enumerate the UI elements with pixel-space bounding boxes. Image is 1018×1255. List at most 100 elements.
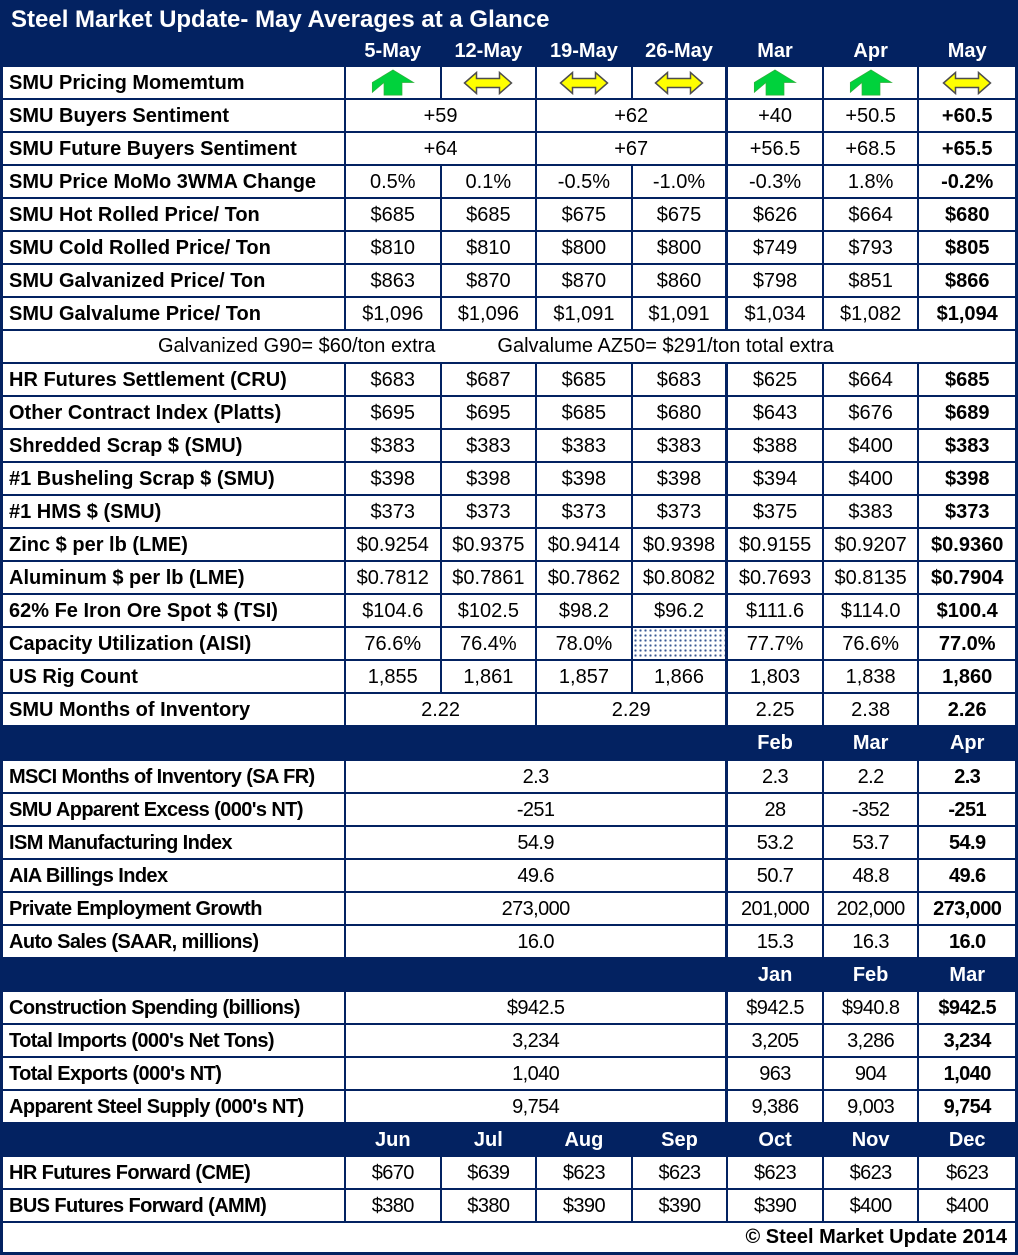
cell <box>728 67 824 98</box>
cell: $96.2 <box>633 595 729 626</box>
cell: 54.9 <box>346 827 729 858</box>
row-hot-rolled-price: SMU Hot Rolled Price/ Ton $685 $685 $675… <box>3 199 1015 232</box>
cell: 9,386 <box>728 1091 824 1122</box>
cell: $373 <box>633 496 729 527</box>
cell: 202,000 <box>824 893 920 924</box>
subheader-jun-dec: Jun Jul Aug Sep Oct Nov Dec <box>3 1124 1015 1157</box>
cell: -1.0% <box>633 166 729 197</box>
row-label: Private Employment Growth <box>3 893 346 924</box>
cell: $398 <box>633 463 729 494</box>
row-ism-manufacturing-index: ISM Manufacturing Index 54.9 53.2 53.7 5… <box>3 827 1015 860</box>
cell: $942.5 <box>938 996 996 1019</box>
cell: 1,040 <box>346 1058 729 1089</box>
cell: $398 <box>537 463 633 494</box>
cell: $380 <box>442 1190 538 1221</box>
row-label: SMU Months of Inventory <box>3 694 346 725</box>
row-label: Total Exports (000's NT) <box>3 1058 346 1089</box>
cell: 54.9 <box>948 831 986 854</box>
cell <box>346 67 442 98</box>
cell: 48.8 <box>824 860 920 891</box>
corner-cell <box>3 37 346 65</box>
cell: 0.5% <box>346 166 442 197</box>
cell: $695 <box>346 397 442 428</box>
cell: 1,861 <box>442 661 538 692</box>
cell: $675 <box>537 199 633 230</box>
cell: $380 <box>346 1190 442 1221</box>
cell: $0.8135 <box>824 562 920 593</box>
col-header-5may: 5-May <box>346 37 442 65</box>
cell: $685 <box>346 199 442 230</box>
cell: +67 <box>537 133 729 164</box>
row-label: AIA Billings Index <box>3 860 346 891</box>
cell: $942.5 <box>728 992 824 1023</box>
row-label: HR Futures Settlement (CRU) <box>3 364 346 395</box>
cell: 16.3 <box>824 926 920 957</box>
cell: +59 <box>346 100 538 131</box>
no-data-hatched-cell <box>632 628 729 659</box>
cell: 49.6 <box>948 864 986 887</box>
col-header-mar: Mar <box>728 37 824 65</box>
cell: 28 <box>728 794 824 825</box>
cell: $0.7904 <box>931 566 1004 589</box>
cell: 2.38 <box>824 694 920 725</box>
row-zinc-lme: Zinc $ per lb (LME) $0.9254 $0.9375 $0.9… <box>3 529 1015 562</box>
cell: $104.6 <box>346 595 442 626</box>
cell: $685 <box>537 364 633 395</box>
row-label: Shredded Scrap $ (SMU) <box>3 430 346 461</box>
cell: $942.5 <box>346 992 729 1023</box>
cell: 3,286 <box>824 1025 920 1056</box>
cell: 963 <box>728 1058 824 1089</box>
row-label: Other Contract Index (Platts) <box>3 397 346 428</box>
cell: $749 <box>728 232 824 263</box>
row-construction-spending: Construction Spending (billions) $942.5 … <box>3 992 1015 1025</box>
row-label: HR Futures Forward (CME) <box>3 1157 346 1188</box>
row-busheling-scrap: #1 Busheling Scrap $ (SMU) $398 $398 $39… <box>3 463 1015 496</box>
cell: $400 <box>824 430 920 461</box>
cell: $383 <box>346 430 442 461</box>
cell: $800 <box>537 232 633 263</box>
cell: 77.7% <box>728 628 824 659</box>
left-right-arrow-icon <box>455 70 521 96</box>
cell: -251 <box>346 794 729 825</box>
row-label: SMU Hot Rolled Price/ Ton <box>3 199 346 230</box>
cell: +50.5 <box>824 100 920 131</box>
cell: 201,000 <box>728 893 824 924</box>
cell: $670 <box>346 1157 442 1188</box>
cell: 2.29 <box>537 694 729 725</box>
cell: $870 <box>442 265 538 296</box>
cell: $683 <box>346 364 442 395</box>
row-aia-billings-index: AIA Billings Index 49.6 50.7 48.8 49.6 <box>3 860 1015 893</box>
cell: $664 <box>824 199 920 230</box>
cell: $800 <box>633 232 729 263</box>
cell: 2.2 <box>824 761 920 792</box>
col-header-apr: Apr <box>824 37 920 65</box>
row-label: SMU Buyers Sentiment <box>3 100 346 131</box>
cell: $390 <box>537 1190 633 1221</box>
cell: $375 <box>728 496 824 527</box>
cell: 49.6 <box>346 860 729 891</box>
subheader-jan: Jan <box>728 959 824 990</box>
subheader-dec: Dec <box>948 1128 986 1151</box>
cell: -251 <box>948 798 987 821</box>
cell: $623 <box>946 1161 989 1184</box>
cell: -352 <box>824 794 920 825</box>
row-label: SMU Cold Rolled Price/ Ton <box>3 232 346 263</box>
col-header-19may: 19-May <box>537 37 633 65</box>
row-label: SMU Apparent Excess (000's NT) <box>3 794 346 825</box>
galvalume-extra-note: Galvalume AZ50= $291/ton total extra <box>497 335 834 357</box>
cell: $373 <box>944 500 990 523</box>
cell: $0.9414 <box>537 529 633 560</box>
cell: $98.2 <box>537 595 633 626</box>
row-cold-rolled-price: SMU Cold Rolled Price/ Ton $810 $810 $80… <box>3 232 1015 265</box>
row-total-exports: Total Exports (000's NT) 1,040 963 904 1… <box>3 1058 1015 1091</box>
row-pricing-momentum: SMU Pricing Momemtum <box>3 67 1015 100</box>
empty-cell <box>3 1124 346 1155</box>
cell: $373 <box>346 496 442 527</box>
cell: $0.9398 <box>633 529 729 560</box>
row-label: #1 Busheling Scrap $ (SMU) <box>3 463 346 494</box>
col-header-12may: 12-May <box>442 37 538 65</box>
cell: $0.9254 <box>346 529 442 560</box>
cell: $683 <box>633 364 729 395</box>
cell: $102.5 <box>442 595 538 626</box>
cell: $0.7862 <box>537 562 633 593</box>
